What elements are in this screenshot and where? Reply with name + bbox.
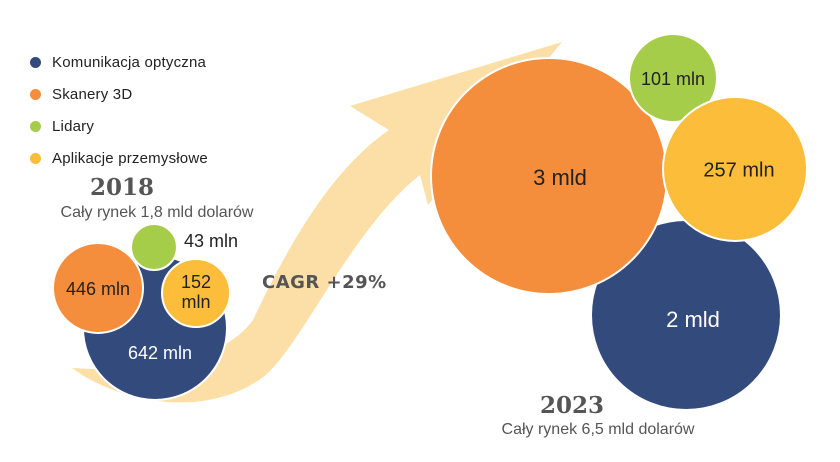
legend-item: Aplikacje przemysłowe xyxy=(30,142,208,174)
bubble-label-2018-skanery-3d: 446 mln xyxy=(66,279,130,299)
bubble-label-2018-komunikacja-optyczna: 642 mln xyxy=(128,343,192,363)
bubble-label-2018-aplikacje-przemys-owe: 152 mln xyxy=(181,272,211,312)
legend-item: Lidary xyxy=(30,110,208,142)
legend-label: Aplikacje przemysłowe xyxy=(52,149,208,167)
legend-label: Lidary xyxy=(52,117,95,135)
bubble-2018-skanery-3d xyxy=(52,242,144,334)
bubble-label-2023-lidary: 101 mln xyxy=(641,69,705,89)
legend-label: Komunikacja optyczna xyxy=(52,53,207,71)
bubble-label-2023-skanery-3d: 3 mld xyxy=(533,165,587,190)
legend-dot-icon xyxy=(30,120,41,132)
market-total-2023: Cały rynek 6,5 mld dolarów xyxy=(501,421,695,438)
legend-label: Skanery 3D xyxy=(52,85,133,103)
bubble-2023-aplikacje-przemys-owe xyxy=(662,96,808,242)
bubble-2023-lidary xyxy=(628,33,718,123)
bubble-label-2023-komunikacja-optyczna: 2 mld xyxy=(666,307,720,332)
bubble-2018-aplikacje-przemys-owe xyxy=(161,258,231,328)
legend-dot-icon xyxy=(30,88,41,100)
bubble-label-2018-lidary: 43 mln xyxy=(184,231,238,251)
legend-dot-icon xyxy=(30,56,41,68)
legend-item: Skanery 3D xyxy=(30,78,208,110)
legend-item: Komunikacja optyczna xyxy=(30,46,208,78)
year-2023-label: 2023 xyxy=(539,392,604,419)
legend: Komunikacja optyczna Skanery 3D Lidary Apli… xyxy=(30,46,208,174)
bubble-label-2023-aplikacje-przemys-owe: 257 mln xyxy=(703,159,774,181)
market-total-2018: Cały rynek 1,8 mld dolarów xyxy=(60,204,254,221)
bubble-2018-lidary xyxy=(130,223,178,271)
cagr-label: CAGR +29% xyxy=(262,272,387,293)
legend-dot-icon xyxy=(30,152,41,164)
year-2018-label: 2018 xyxy=(89,174,154,201)
